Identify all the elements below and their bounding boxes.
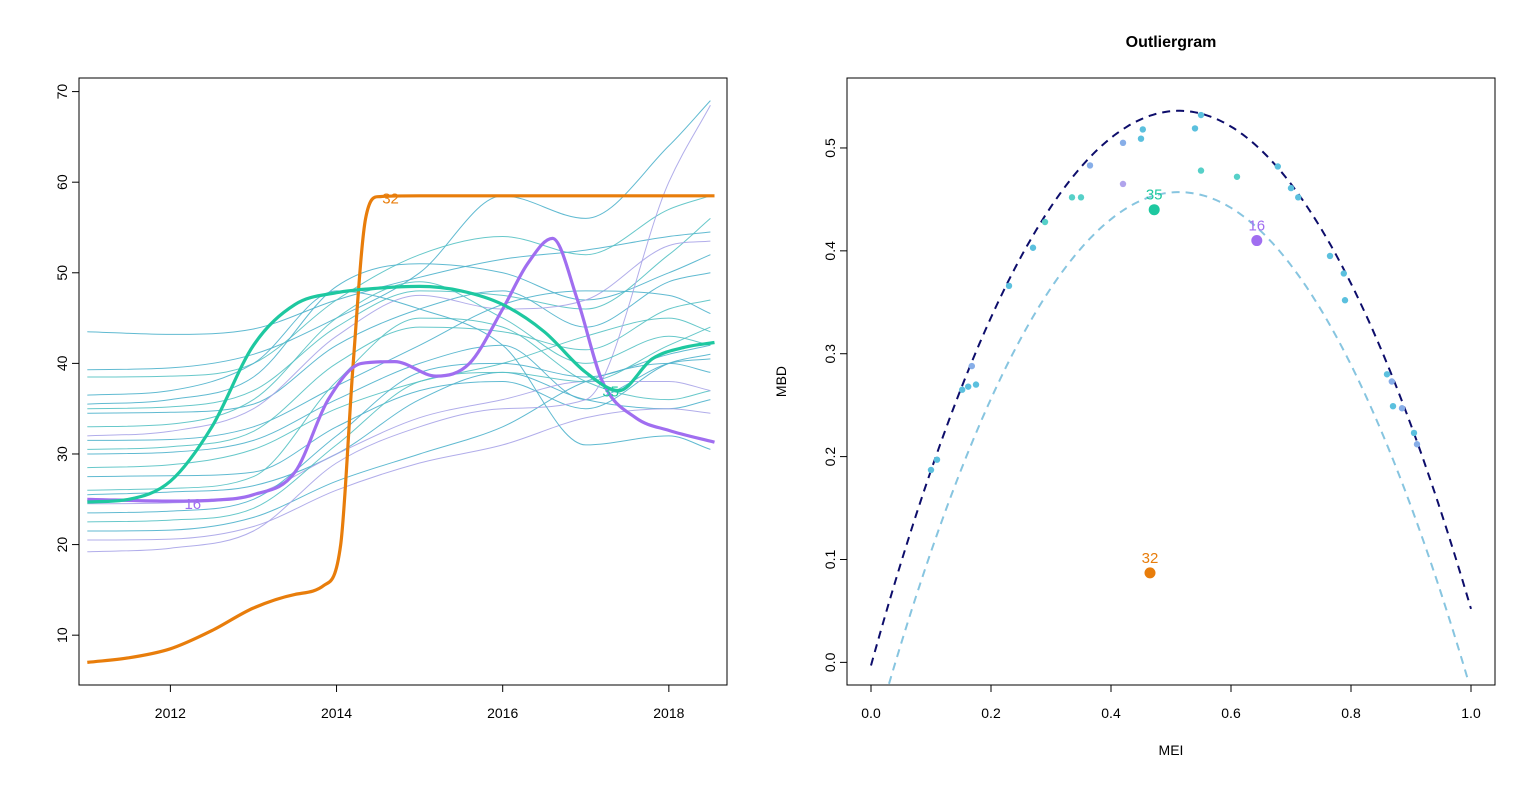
data-point: [1295, 194, 1302, 201]
x-axis-title: MEI: [1159, 742, 1184, 758]
background-curve: [87, 299, 711, 450]
background-curve: [87, 408, 711, 541]
y-axis-title: MBD: [773, 366, 789, 397]
data-point: [1139, 126, 1147, 133]
y-tick-label: 50: [54, 265, 70, 281]
curve-label: 16: [184, 496, 201, 513]
x-tick-label: 2014: [321, 705, 352, 721]
data-point: [1005, 282, 1013, 290]
curve-label: 35: [602, 384, 619, 401]
data-point: [1388, 378, 1396, 385]
data-point: [968, 362, 975, 370]
background-curve: [87, 326, 711, 523]
background-curve: [87, 281, 711, 428]
background-curve: [87, 195, 711, 378]
data-point: [1137, 135, 1145, 142]
data-point: [1233, 173, 1241, 180]
background-curve: [87, 353, 711, 478]
chart-title: Outliergram: [1126, 34, 1217, 51]
outlier-point-16: [1251, 235, 1263, 247]
lower-bound-parabola: [888, 191, 1469, 685]
y-tick-label: 60: [54, 174, 70, 190]
y-tick-label: 0.0: [822, 652, 838, 672]
background-curve: [87, 231, 711, 335]
data-point: [933, 456, 941, 463]
outlier-label: 35: [1146, 187, 1163, 204]
outlier-label: 16: [1248, 218, 1265, 235]
background-curve: [87, 240, 711, 437]
outlier-curve-35: [87, 284, 715, 504]
x-tick-label: 0.0: [861, 705, 881, 721]
data-point: [1029, 244, 1037, 251]
y-tick-label: 10: [54, 627, 70, 643]
y-tick-label: 20: [54, 537, 70, 553]
data-point: [1389, 402, 1397, 410]
background-curve: [87, 290, 711, 441]
data-point: [1287, 184, 1295, 192]
data-point: [1191, 125, 1199, 132]
background-curve: [87, 218, 711, 410]
background-curve: [87, 371, 711, 496]
y-tick-label: 30: [54, 446, 70, 462]
data-point: [972, 381, 980, 388]
plot-frame: [846, 77, 1496, 686]
y-tick-label: 0.5: [822, 138, 838, 158]
data-point: [1326, 252, 1334, 260]
outlier-curve-16: [87, 236, 715, 503]
y-tick-label: 0.2: [822, 447, 838, 467]
background-curve: [87, 100, 711, 371]
data-point: [1274, 163, 1282, 170]
x-tick-label: 2012: [155, 705, 186, 721]
y-tick-label: 0.4: [822, 241, 838, 261]
data-point: [1410, 429, 1418, 437]
x-tick-label: 1.0: [1461, 705, 1481, 721]
data-point: [1041, 218, 1049, 226]
x-tick-label: 0.4: [1101, 705, 1121, 721]
data-point: [1341, 297, 1349, 304]
curve-label: 32: [382, 191, 399, 208]
x-tick-label: 0.2: [981, 705, 1001, 721]
background-curve: [87, 254, 711, 405]
data-point: [927, 466, 935, 474]
y-tick-label: 0.3: [822, 344, 838, 364]
data-point: [1086, 162, 1094, 169]
outlier-point-32: [1144, 567, 1156, 579]
data-point: [1197, 167, 1205, 174]
y-tick-label: 70: [54, 84, 70, 100]
data-point: [1068, 194, 1076, 201]
functional-data-panel: 10 20 30 40 50 60 70 2012 2014 2016 2018 32 16 35: [54, 77, 728, 721]
data-point: [1413, 441, 1421, 448]
data-point: [1340, 270, 1348, 277]
background-curve: [87, 104, 711, 553]
outlier-point-35: [1148, 204, 1160, 216]
data-point: [1197, 111, 1205, 119]
y-tick-label: 0.1: [822, 550, 838, 570]
plot-frame: [78, 77, 728, 686]
x-tick-label: 0.8: [1341, 705, 1361, 721]
data-point: [965, 383, 972, 390]
background-curve: [87, 317, 711, 491]
y-tick-label: 40: [54, 355, 70, 371]
outlier-curve-32: [87, 194, 715, 664]
outlier-label: 32: [1142, 550, 1159, 567]
data-point: [1077, 194, 1085, 201]
data-point: [959, 386, 966, 393]
data-point: [1398, 405, 1406, 412]
data-point: [1119, 180, 1127, 188]
data-point: [1119, 139, 1127, 147]
x-tick-label: 2018: [653, 705, 684, 721]
x-tick-label: 2016: [487, 705, 518, 721]
outliergram-panel: Outliergram 0.0 0.1 0.2 0.3 0.4 0.5 0.0 0.2 0.4 0.…: [773, 34, 1496, 758]
background-curve: [87, 290, 711, 450]
background-curve: [87, 362, 711, 532]
data-point: [1383, 371, 1391, 378]
x-tick-label: 0.6: [1221, 705, 1241, 721]
